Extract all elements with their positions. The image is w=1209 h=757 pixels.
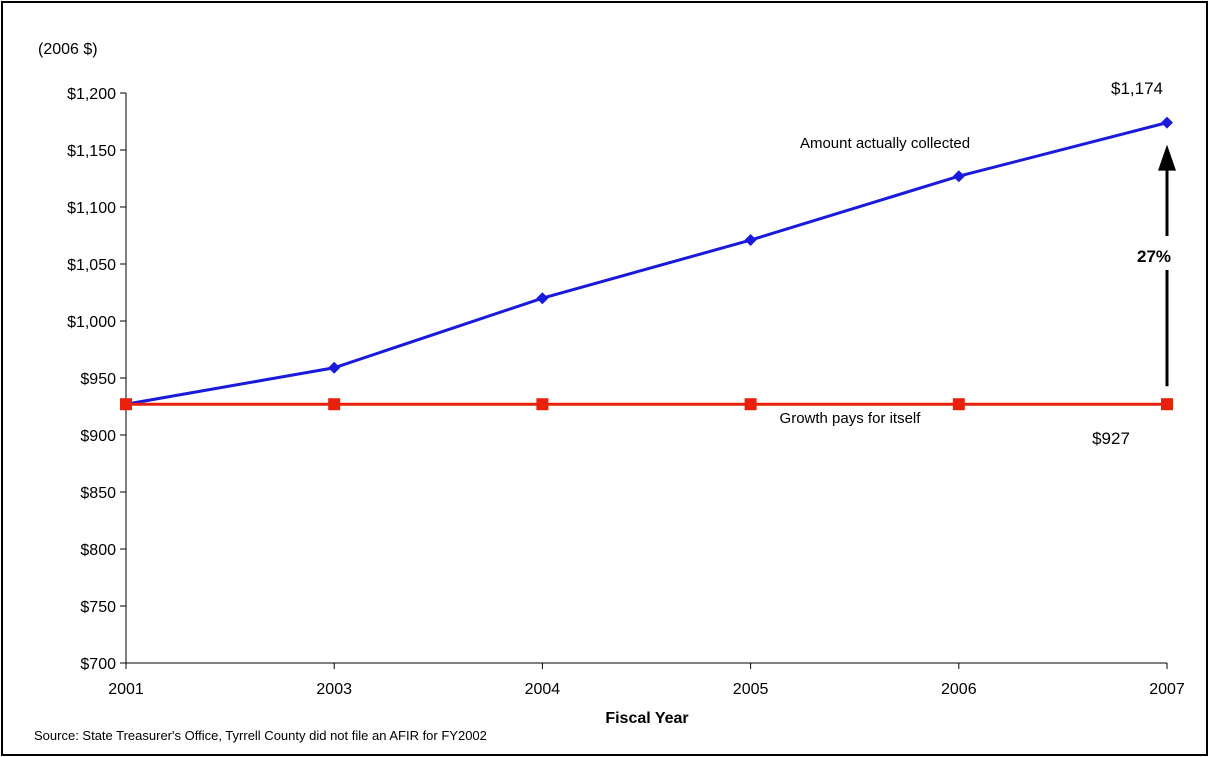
- unit-label: (2006 $): [38, 41, 98, 58]
- increase-percent-label: 27%: [1137, 247, 1171, 266]
- x-axis: 2001 2003 2004 2005 2006 2007: [108, 662, 1185, 698]
- series-amount-collected: [120, 116, 1173, 411]
- data-point: [536, 292, 549, 305]
- source-note: Source: State Treasurer's Office, Tyrrel…: [34, 728, 487, 743]
- y-axis: $700 $750 $800 $850 $900 $950 $1,000 $1,050 $1,1…: [67, 86, 127, 673]
- data-point: [1161, 398, 1173, 411]
- x-tick-label: 2001: [108, 681, 144, 698]
- y-tick-label: $800: [80, 542, 116, 559]
- data-point: [328, 361, 341, 374]
- series-label-amount-collected: Amount actually collected: [800, 135, 970, 152]
- y-tick-label: $1,000: [67, 314, 116, 331]
- y-tick-label: $700: [80, 656, 116, 673]
- series-layer: [120, 116, 1173, 411]
- data-point: [1161, 116, 1173, 129]
- y-tick-label: $1,150: [67, 143, 116, 160]
- data-point: [744, 398, 757, 411]
- y-tick-label: $1,050: [67, 257, 116, 274]
- y-tick-label: $850: [80, 485, 116, 502]
- x-axis-title: Fiscal Year: [605, 710, 688, 727]
- y-tick-label: $900: [80, 428, 116, 445]
- data-point: [952, 170, 965, 183]
- x-tick-label: 2004: [525, 681, 561, 698]
- series-label-growth-pays: Growth pays for itself: [780, 410, 922, 427]
- end-value-bottom-label: $927: [1092, 429, 1130, 448]
- data-point: [952, 398, 965, 411]
- increase-arrow-head: [1158, 144, 1176, 171]
- annotation-layer: Amount actually collected Growth pays for…: [780, 79, 1176, 448]
- data-point: [744, 234, 757, 247]
- y-tick-label: $1,100: [67, 200, 116, 217]
- series-line: [125, 121, 1168, 406]
- end-value-top-label: $1,174: [1111, 79, 1163, 98]
- y-tick-label: $1,200: [67, 86, 116, 103]
- data-point: [120, 398, 132, 411]
- series-growth-pays: [120, 398, 1173, 411]
- data-point: [328, 398, 341, 411]
- data-point: [536, 398, 549, 411]
- y-tick-label: $950: [80, 371, 116, 388]
- x-tick-label: 2005: [733, 681, 769, 698]
- x-tick-label: 2003: [316, 681, 352, 698]
- x-tick-label: 2007: [1149, 681, 1185, 698]
- y-tick-label: $750: [80, 599, 116, 616]
- x-tick-label: 2006: [941, 681, 977, 698]
